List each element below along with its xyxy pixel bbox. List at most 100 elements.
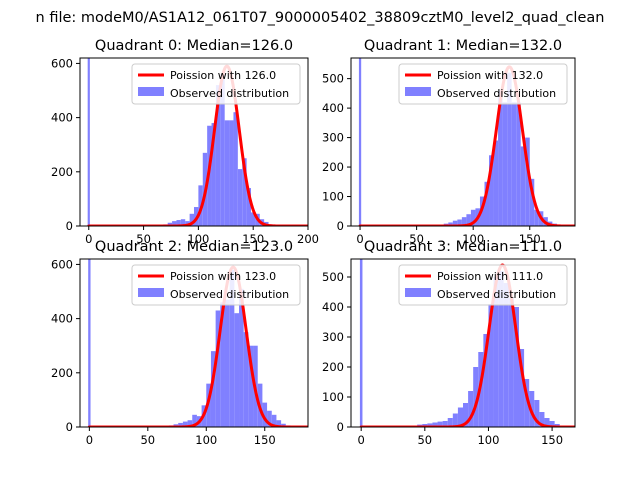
histogram-bar [233, 112, 238, 226]
axes-frame [79, 258, 309, 428]
histogram-bar [525, 137, 530, 226]
poisson-curve [359, 263, 575, 427]
histogram-bar [498, 271, 504, 427]
histogram-bar [493, 140, 499, 226]
y-tick-label: 200 [322, 360, 344, 374]
legend-bar-swatch [138, 87, 164, 96]
histogram-bar [243, 332, 249, 427]
legend-label-observed: Observed distribution [437, 288, 556, 301]
histogram-bar [493, 277, 499, 427]
x-tick-label: 100 [195, 433, 217, 447]
histogram-bar [447, 418, 453, 427]
histogram-bar [237, 169, 243, 226]
histogram-bar [468, 391, 474, 427]
x-tick-label: 0 [85, 232, 92, 246]
x-tick-label: 50 [417, 433, 432, 447]
legend-bar-swatch [405, 288, 431, 297]
histogram-bar [473, 367, 479, 427]
histogram-bar [503, 283, 509, 427]
legend-bar-swatch [138, 288, 164, 297]
legend-label-poisson: Poission with 123.0 [170, 270, 276, 283]
x-tick-label: 150 [242, 232, 264, 246]
histogram-bar [463, 403, 469, 427]
histogram-bar [281, 423, 286, 427]
subplot-title: Quadrant 3: Median=111.0 [364, 239, 562, 255]
legend-label-observed: Observed distribution [170, 87, 289, 100]
histogram-bar [448, 222, 453, 226]
legend-label-observed: Observed distribution [170, 288, 289, 301]
x-tick-label: 50 [140, 433, 155, 447]
figure-suptitle: n file: modeM0/AS1A12_061T07_9000005402_… [36, 10, 605, 26]
histogram-bar [262, 402, 268, 427]
y-tick-label: 400 [51, 111, 73, 125]
y-tick-label: 200 [322, 160, 344, 174]
x-tick-label: 100 [187, 232, 209, 246]
legend-box [131, 264, 301, 306]
histogram-bar [172, 221, 177, 226]
y-tick-label: 500 [322, 72, 344, 86]
histogram-bar [516, 102, 521, 226]
histogram-bar [442, 421, 448, 427]
plot-area [359, 259, 575, 427]
histogram-bar [484, 181, 490, 226]
zero-bin-bar [358, 58, 362, 226]
histogram-bar [189, 213, 194, 226]
histogram-bar [461, 217, 467, 226]
histogram-bar [187, 420, 193, 427]
plot-area [87, 259, 308, 427]
histogram-bar [534, 209, 539, 226]
histogram-bar [498, 90, 503, 226]
poisson-curve [358, 65, 575, 226]
x-tick-label: 150 [541, 433, 563, 447]
y-tick-label: 400 [322, 101, 344, 115]
histogram-bar [215, 310, 221, 427]
x-tick-label: 0 [86, 433, 93, 447]
histogram-bar [229, 269, 235, 427]
histogram-bar [529, 178, 535, 226]
y-tick-label: 0 [337, 420, 344, 434]
histogram-bar [211, 123, 216, 226]
histogram-bar [437, 421, 443, 427]
zero-bin-bar [87, 58, 90, 226]
histogram-bar [470, 209, 476, 226]
histogram-bar [544, 418, 550, 427]
legend-box [398, 63, 568, 105]
axes-frame [350, 57, 576, 227]
histogram-bar [180, 219, 186, 226]
x-tick-label: 50 [409, 232, 424, 246]
histogram-bar [215, 85, 221, 226]
x-tick-label: 50 [136, 232, 151, 246]
zero-bin-bar [88, 259, 91, 427]
histogram-bar [432, 422, 438, 427]
x-tick-label: 150 [254, 433, 276, 447]
subplot-title: Quadrant 1: Median=132.0 [364, 38, 562, 54]
poisson-curve [87, 265, 308, 427]
y-tick-label: 0 [66, 420, 73, 434]
histogram-bar [210, 351, 216, 427]
legend: Poission with 123.0 Observed distribution [131, 264, 301, 306]
histogram-bar [242, 158, 247, 226]
y-tick-label: 600 [51, 257, 73, 271]
y-tick-label: 300 [322, 330, 344, 344]
subplot-1: 0 50 100 150 0 100 200 300 400 500 Quadrant 1: Med… [322, 38, 576, 246]
histogram-bar [534, 400, 540, 427]
histogram-bar [427, 423, 433, 427]
legend-bar-swatch [405, 87, 431, 96]
legend: Poission with 111.0 Observed distribution [398, 264, 568, 306]
histogram-bar [519, 349, 525, 427]
histogram-bar [251, 212, 256, 226]
histogram-bar [224, 120, 230, 226]
plot-area [87, 58, 308, 226]
histogram-bar [229, 120, 234, 226]
histogram-bar [239, 288, 244, 427]
x-tick-label: 0 [358, 433, 365, 447]
histogram-bar [178, 422, 183, 427]
subplot-2: 0 50 100 150 0 200 400 600 Quadrant 2: Median=12… [51, 239, 309, 447]
histogram-bar [246, 188, 251, 226]
histogram-bar [276, 420, 282, 427]
legend-label-poisson: Poission with 126.0 [170, 69, 276, 82]
y-tick-label: 400 [322, 300, 344, 314]
y-tick-label: 0 [66, 219, 73, 233]
legend: Poission with 126.0 Observed distribution [131, 63, 301, 105]
